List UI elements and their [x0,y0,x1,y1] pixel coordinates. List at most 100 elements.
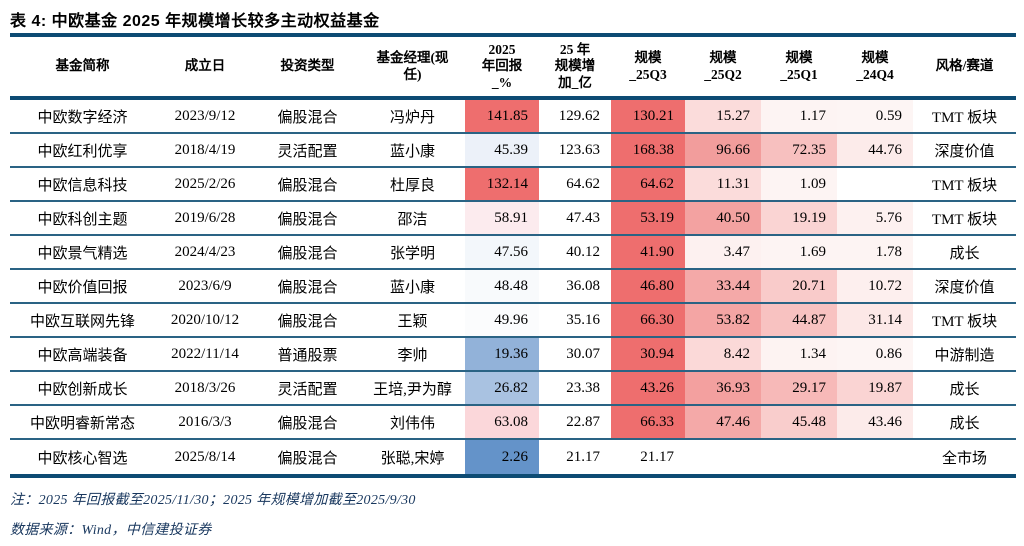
scale-25q2-cell: 33.44 [685,270,761,302]
scale-25q3-cell: 43.26 [611,372,685,404]
return-2025-cell: 49.96 [465,304,539,336]
column-header-return-2025: 2025 年回报 _% [481,42,523,90]
fund-type-cell: 偏股混合 [277,279,338,296]
data-source-note: 数据来源：Wind，中信建投证券 [10,523,212,538]
scale-25q1-cell: 45.48 [761,406,837,438]
style-track-cell: 成长 [949,245,980,262]
inception-date-cell: 2023/6/9 [178,277,232,294]
scale-24q4-cell [837,168,913,200]
scale-increase-cell: 35.16 [566,311,600,328]
manager-cell: 冯炉丹 [389,109,435,126]
fund-name-cell: 中欧信息科技 [37,177,128,194]
table-row: 中欧信息科技 2025/2/26 偏股混合 杜厚良 132.14 64.62 64.62 11… [10,168,1016,202]
scale-25q2-cell: 40.50 [685,202,761,234]
footnote: 注：2025 年回报截至2025/11/30；2025 年规模增加截至2025/… [10,493,416,508]
table-header-row: 基金简称 成立日 投资类型 基金经理(现 任) 2025 年回报 _% 25 年 规模增 … [10,37,1016,96]
return-2025-cell: 26.82 [465,372,539,404]
table-row: 中欧高端装备 2022/11/14 普通股票 李帅 19.36 30.07 30.94 8.4… [10,338,1016,372]
table-row: 中欧景气精选 2024/4/23 偏股混合 张学明 47.56 40.12 41.90 3.4… [10,236,1016,270]
scale-increase-cell: 36.08 [566,277,600,294]
scale-25q3-cell: 41.90 [611,236,685,268]
return-2025-cell: 132.14 [465,168,539,200]
fund-name-cell: 中欧价值回报 [37,279,128,296]
fund-name-cell: 中欧核心智选 [37,450,128,467]
inception-date-cell: 2020/10/12 [170,311,240,328]
scale-25q1-cell: 44.87 [761,304,837,336]
fund-type-cell: 灵活配置 [277,381,338,398]
inception-date-cell: 2018/3/26 [174,379,236,396]
style-track-cell: 深度价值 [934,279,995,296]
fund-name-cell: 中欧红利优享 [37,143,128,160]
table-row: 中欧互联网先锋 2020/10/12 偏股混合 王颖 49.96 35.16 66.30 53… [10,304,1016,338]
inception-date-cell: 2023/9/12 [174,107,236,124]
scale-25q1-cell: 72.35 [761,134,837,166]
column-header-fund-manager: 基金经理(现 任) [376,50,449,82]
table-row: 中欧科创主题 2019/6/28 偏股混合 邵洁 58.91 47.43 53.19 40.5… [10,202,1016,236]
scale-25q1-cell: 1.17 [761,100,837,132]
style-track-cell: 成长 [949,381,980,398]
style-track-cell: TMT 板块 [931,211,998,228]
style-track-cell: TMT 板块 [931,109,998,126]
scale-25q3-cell: 168.38 [611,134,685,166]
fund-type-cell: 偏股混合 [277,177,338,194]
scale-25q3-cell: 21.17 [640,448,674,465]
scale-25q3-cell: 130.21 [611,100,685,132]
return-2025-cell: 63.08 [465,406,539,438]
scale-25q2-cell [685,440,761,474]
fund-type-cell: 偏股混合 [277,109,338,126]
fund-name-cell: 中欧互联网先锋 [29,313,135,330]
fund-name-cell: 中欧数字经济 [37,109,128,126]
scale-25q2-cell: 36.93 [685,372,761,404]
scale-24q4-cell [837,440,913,474]
fund-name-cell: 中欧创新成长 [37,381,128,398]
style-track-cell: 全市场 [941,450,987,467]
scale-25q2-cell: 47.46 [685,406,761,438]
manager-cell: 蓝小康 [389,279,435,296]
scale-increase-cell: 23.38 [566,379,600,396]
scale-25q1-cell: 1.34 [761,338,837,370]
scale-25q3-cell: 46.80 [611,270,685,302]
fund-name-cell: 中欧景气精选 [37,245,128,262]
scale-24q4-cell: 5.76 [837,202,913,234]
scale-24q4-cell: 31.14 [837,304,913,336]
inception-date-cell: 2018/4/19 [174,141,236,158]
manager-cell: 蓝小康 [389,143,435,160]
manager-cell: 张聪,宋婷 [380,450,445,467]
fund-type-cell: 偏股混合 [277,415,338,432]
scale-25q2-cell: 53.82 [685,304,761,336]
return-2025-cell: 58.91 [465,202,539,234]
scale-24q4-cell: 0.59 [837,100,913,132]
manager-cell: 邵洁 [397,211,428,228]
scale-increase-cell: 64.62 [566,175,600,192]
scale-25q1-cell: 20.71 [761,270,837,302]
style-track-cell: 深度价值 [934,143,995,160]
scale-increase-cell: 40.12 [566,243,600,260]
style-track-cell: TMT 板块 [931,313,998,330]
header-rule [10,96,1016,100]
return-2025-cell: 2.26 [465,440,539,474]
scale-24q4-cell: 19.87 [837,372,913,404]
fund-type-cell: 偏股混合 [277,245,338,262]
scale-increase-cell: 21.17 [566,448,600,465]
manager-cell: 王培,尹为醇 [373,381,452,398]
style-track-cell: 中游制造 [934,347,995,364]
scale-24q4-cell: 1.78 [837,236,913,268]
scale-25q3-cell: 66.30 [611,304,685,336]
style-track-cell: TMT 板块 [931,177,998,194]
scale-24q4-cell: 0.86 [837,338,913,370]
column-header-scale-24q4: 规模 _24Q4 [856,50,894,82]
table-row: 中欧价值回报 2023/6/9 偏股混合 蓝小康 48.48 36.08 46.80 33.4… [10,270,1016,304]
inception-date-cell: 2025/8/14 [174,448,236,465]
return-2025-cell: 45.39 [465,134,539,166]
scale-increase-cell: 30.07 [566,345,600,362]
scale-25q3-cell: 66.33 [611,406,685,438]
fund-type-cell: 偏股混合 [277,313,338,330]
scale-increase-cell: 129.62 [558,107,600,124]
manager-cell: 杜厚良 [389,177,435,194]
return-2025-cell: 48.48 [465,270,539,302]
column-header-scale-25q1: 规模 _25Q1 [780,50,818,82]
scale-25q1-cell: 1.69 [761,236,837,268]
scale-24q4-cell: 43.46 [837,406,913,438]
column-header-scale-25q2: 规模 _25Q2 [704,50,742,82]
return-2025-cell: 141.85 [465,100,539,132]
